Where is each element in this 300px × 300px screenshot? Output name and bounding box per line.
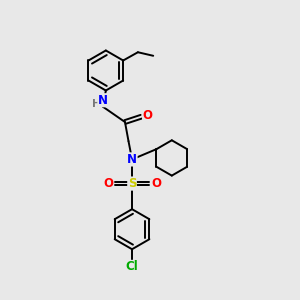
Text: N: N <box>98 94 108 107</box>
Text: Cl: Cl <box>126 260 138 273</box>
Text: O: O <box>103 177 113 190</box>
Text: O: O <box>142 109 153 122</box>
Text: H: H <box>92 99 101 109</box>
Text: S: S <box>128 177 136 190</box>
Text: O: O <box>151 177 161 190</box>
Text: N: N <box>127 153 137 166</box>
